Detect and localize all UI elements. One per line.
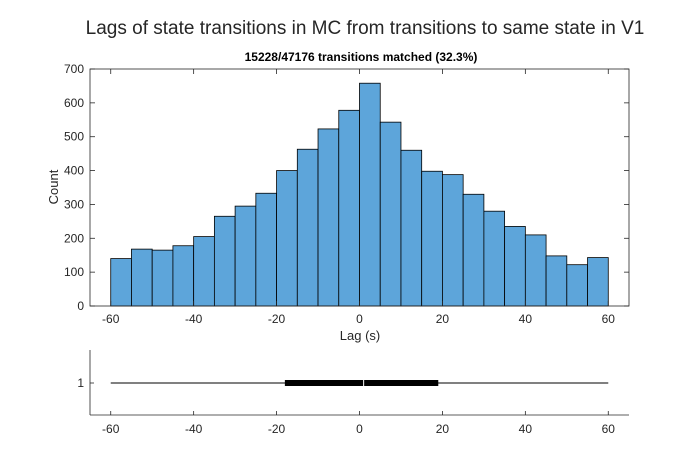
figure-title: Lags of state transitions in MC from tra… bbox=[86, 18, 645, 39]
histogram-y-tick-label: 700 bbox=[64, 62, 84, 76]
histogram-bars bbox=[110, 82, 609, 307]
boxplot-x-tick-label: 60 bbox=[602, 422, 616, 436]
histogram-x-tick-label: 0 bbox=[356, 312, 363, 326]
boxplot-y-ticks: 1 bbox=[77, 376, 94, 390]
histogram-bar bbox=[524, 234, 547, 307]
histogram-bar bbox=[255, 192, 277, 307]
boxplot-box bbox=[284, 380, 439, 386]
histogram-bar bbox=[110, 258, 132, 307]
histogram-bar bbox=[504, 226, 526, 307]
histogram-bar bbox=[421, 170, 443, 307]
histogram-bar bbox=[379, 121, 402, 307]
histogram-bar bbox=[296, 148, 319, 307]
histogram-bar bbox=[483, 210, 506, 307]
boxplot-y-tick-label: 1 bbox=[77, 376, 84, 390]
histogram-bar bbox=[193, 236, 215, 307]
histogram-x-ticks: -60 -40 -20 0 20 40 60 bbox=[102, 69, 615, 326]
histogram-bar bbox=[151, 249, 174, 307]
boxplot-x-tick-label: 20 bbox=[436, 422, 450, 436]
histogram-bar bbox=[338, 109, 360, 307]
histogram-title: 15228/47176 transitions matched (32.3%) bbox=[245, 50, 478, 64]
histogram-y-tick-label: 100 bbox=[64, 265, 84, 279]
histogram-x-tick-label: 40 bbox=[519, 312, 533, 326]
boxplot-x-tick-label: -60 bbox=[102, 422, 120, 436]
histogram-bar bbox=[172, 245, 195, 307]
boxplot-x-tick-label: -20 bbox=[268, 422, 286, 436]
histogram-y-tick-label: 0 bbox=[77, 299, 84, 313]
histogram-bar bbox=[587, 257, 609, 307]
histogram-y-axis-label: Count bbox=[46, 169, 61, 204]
boxplot-x-ticks: -60 -40 -20 0 20 40 60 bbox=[102, 411, 615, 436]
histogram-bar bbox=[545, 255, 568, 307]
histogram-y-tick-label: 200 bbox=[64, 231, 84, 245]
boxplot-marks bbox=[110, 380, 609, 386]
histogram-bar bbox=[566, 264, 588, 307]
histogram-x-tick-label: -20 bbox=[268, 312, 286, 326]
histogram-y-tick-label: 600 bbox=[64, 96, 84, 110]
histogram-x-tick-label: 60 bbox=[602, 312, 616, 326]
boxplot-x-tick-label: 40 bbox=[519, 422, 533, 436]
histogram-chart: 15228/47176 transitions matched (32.3%) … bbox=[46, 50, 630, 343]
boxplot-chart: -60 -40 -20 0 20 40 60 1 bbox=[77, 350, 629, 436]
histogram-x-tick-label: 20 bbox=[436, 312, 450, 326]
histogram-bar bbox=[131, 248, 153, 307]
histogram-bar bbox=[462, 193, 485, 307]
boxplot-x-tick-label: 0 bbox=[356, 422, 363, 436]
histogram-bar bbox=[317, 128, 340, 307]
histogram-y-tick-label: 300 bbox=[64, 197, 84, 211]
histogram-bar bbox=[442, 174, 464, 307]
histogram-x-tick-label: -40 bbox=[185, 312, 203, 326]
histogram-y-ticks: 0 100 200 300 400 500 600 700 bbox=[64, 62, 629, 313]
histogram-bar bbox=[400, 149, 423, 307]
histogram-bar bbox=[234, 205, 257, 307]
histogram-x-axis-label: Lag (s) bbox=[340, 328, 380, 343]
histogram-bar bbox=[213, 215, 236, 307]
histogram-y-tick-label: 500 bbox=[64, 130, 84, 144]
histogram-x-tick-label: -60 bbox=[102, 312, 120, 326]
boxplot-x-tick-label: -40 bbox=[185, 422, 203, 436]
histogram-y-tick-label: 400 bbox=[64, 164, 84, 178]
histogram-bar bbox=[276, 170, 298, 307]
histogram-bar bbox=[359, 82, 381, 307]
